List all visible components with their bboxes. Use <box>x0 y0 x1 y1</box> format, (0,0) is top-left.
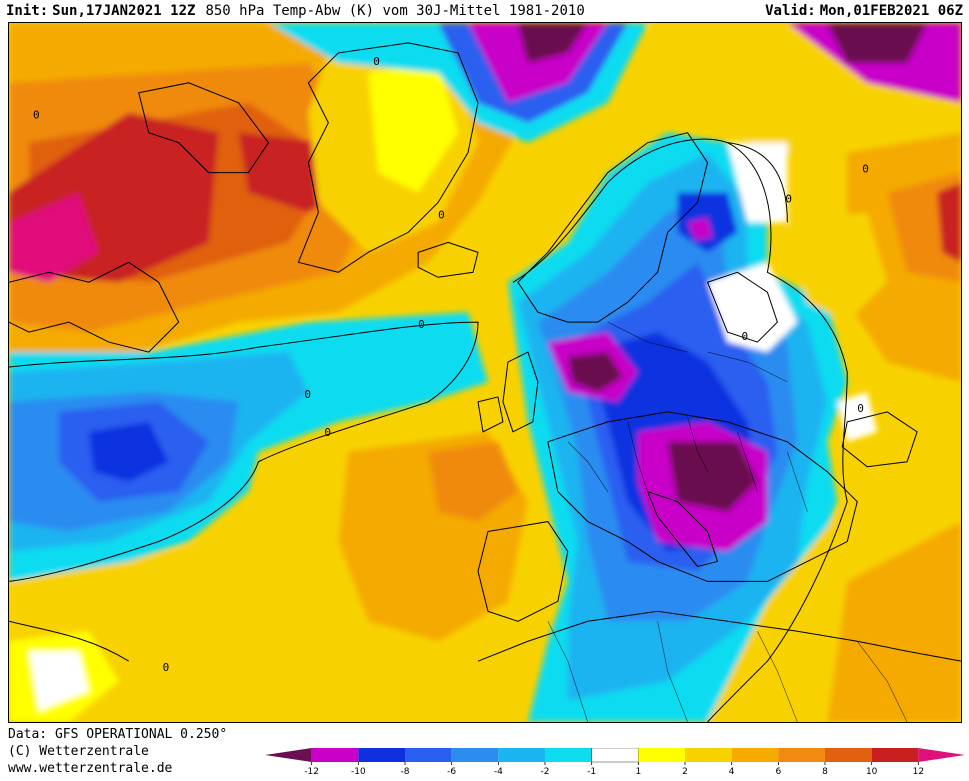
contour-label: 0 <box>857 402 864 415</box>
credits-block: Data: GFS OPERATIONAL 0.250° (C) Wetterz… <box>8 726 227 777</box>
colorbar-swatch <box>498 748 545 762</box>
colorbar-swatch <box>918 748 965 762</box>
colorbar-tick-label: 8 <box>822 767 828 777</box>
valid-info: Valid: Mon,01FEB2021 06Z <box>765 0 963 22</box>
colorbar-swatch <box>591 748 639 763</box>
parameter-title: 850 hPa Temp-Abw (K) vom 30J-Mittel 1981… <box>205 3 585 19</box>
colorbar-tick-label: 12 <box>913 767 924 777</box>
colorbar-tick-label: -2 <box>541 767 550 777</box>
valid-label: Valid: <box>765 3 816 19</box>
colorbar-tick-label: 6 <box>775 767 781 777</box>
colorbar-tick-label: 2 <box>682 767 688 777</box>
colorbar-swatch <box>311 748 359 762</box>
colorbar-tick-label: -12 <box>304 767 319 777</box>
anomaly-fields <box>9 23 961 722</box>
init-info: Init: Sun,17JAN2021 12Z 850 hPa Temp-Abw (… <box>6 0 585 22</box>
contour-label: 0 <box>418 318 425 331</box>
colorbar-swatch <box>778 748 825 762</box>
colorbar-swatch <box>451 748 499 762</box>
zero-contours <box>9 138 848 722</box>
colorbar-tick-label: -1 <box>587 767 596 777</box>
contour-label: 0 <box>33 109 40 122</box>
contour-label: 0 <box>304 388 311 401</box>
colorbar-swatch <box>405 748 452 762</box>
contour-label: 0 <box>324 426 331 439</box>
colorbar-swatch <box>545 748 592 762</box>
colorbar-swatch <box>638 748 685 762</box>
coastlines <box>9 42 961 662</box>
colorbar-swatch <box>265 748 312 762</box>
colorbar-swatch <box>825 748 872 762</box>
contour-labels: 0 0 0 0 0 0 0 0 0 0 0 <box>33 55 869 674</box>
contour-label: 0 <box>785 192 792 205</box>
contour-label: 0 <box>741 330 748 343</box>
data-source: Data: GFS OPERATIONAL 0.250° <box>8 727 228 742</box>
chart-header: Init: Sun,17JAN2021 12Z 850 hPa Temp-Abw (… <box>0 0 969 22</box>
colorbar-tick-label: -10 <box>351 767 366 777</box>
copyright: (C) Wetterzentrale <box>8 744 149 759</box>
colorbar-tick-label: -4 <box>494 767 503 777</box>
colorbar-swatch <box>871 748 919 762</box>
colorbar-swatch <box>685 748 732 762</box>
colorbar-tick-label: 10 <box>866 767 878 777</box>
valid-date: Mon,01FEB2021 06Z <box>819 3 963 19</box>
init-label: Init: <box>6 3 49 19</box>
contour-label: 0 <box>163 661 170 674</box>
colorbar-tick-label: 4 <box>729 767 735 777</box>
contour-label: 0 <box>373 55 380 68</box>
map-canvas: 0 0 0 0 0 0 0 0 0 0 0 <box>9 23 961 722</box>
colorbar-swatch <box>731 748 779 762</box>
color-scale-legend: -12 -10 -8 -6 -4 -2 -1 1 2 4 6 8 10 12 <box>265 748 965 777</box>
colorbar-tick-label: -8 <box>401 767 410 777</box>
colorbar-tick-label: 1 <box>635 767 641 777</box>
colorbar-tick-label: -6 <box>447 767 456 777</box>
website: www.wetterzentrale.de <box>8 761 173 776</box>
contour-label: 0 <box>438 208 445 221</box>
temperature-anomaly-map: 0 0 0 0 0 0 0 0 0 0 0 <box>8 22 962 723</box>
colorbar-swatch <box>358 748 405 762</box>
init-date: Sun,17JAN2021 12Z <box>52 3 196 19</box>
country-borders <box>547 321 908 722</box>
contour-label: 0 <box>862 163 869 176</box>
